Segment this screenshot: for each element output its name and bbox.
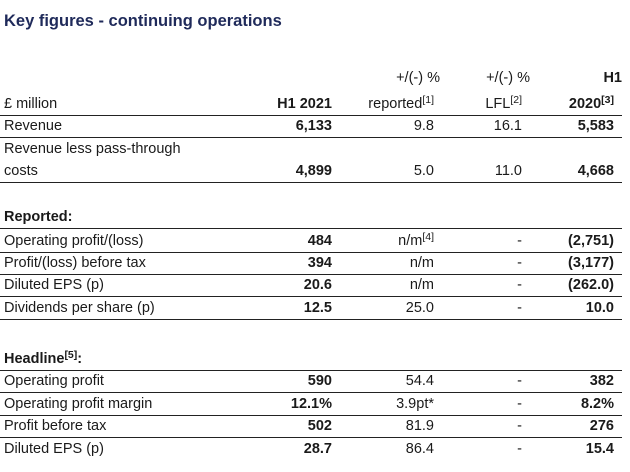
table-row: Revenue 6,133 9.8 16.1 5,583 [0, 116, 622, 138]
table-row: Operating profit margin 12.1% 3.9pt* - 8… [0, 393, 622, 416]
value-lfl: 11.0 [494, 163, 522, 179]
section-label: Headline[5]: [4, 349, 83, 367]
value-h1-2021: 6,133 [295, 118, 332, 134]
value-h1-2020: (3,177) [568, 255, 614, 271]
header-col3-top: +/(-) % [486, 70, 530, 86]
header-col3: LFL[2] [485, 94, 522, 112]
row-label: Diluted EPS (p) [4, 441, 104, 457]
table-row: Diluted EPS (p) 20.6 n/m - (262.0) [0, 275, 622, 297]
value-reported: 54.4 [405, 373, 434, 389]
value-h1-2021: 12.1% [290, 396, 332, 412]
row-label: Profit before tax [4, 418, 107, 434]
value-h1-2021: 394 [307, 255, 332, 271]
row-label: Dividends per share (p) [4, 300, 155, 316]
value-lfl: - [517, 300, 522, 316]
table-row: Profit before tax 502 81.9 - 276 [0, 416, 622, 438]
header-col2-top: +/(-) % [396, 70, 440, 86]
header-col1: H1 2021 [277, 96, 332, 112]
row-label: Operating profit [4, 373, 104, 389]
value-h1-2021: 28.7 [303, 441, 332, 457]
row-label: Operating profit margin [4, 396, 153, 412]
section-heading-headline: Headline[5]: [0, 345, 622, 371]
value-lfl: - [517, 255, 522, 271]
value-reported: 81.9 [405, 418, 434, 434]
value-reported: 25.0 [405, 300, 434, 316]
value-h1-2021: 502 [307, 418, 332, 434]
header-label: £ million [4, 96, 58, 112]
value-reported: n/m [409, 255, 434, 271]
table-row: Revenue less pass-through costs 4,899 5.… [0, 138, 622, 183]
value-h1-2020: 8.2% [580, 396, 614, 412]
table-row: Profit/(loss) before tax 394 n/m - (3,17… [0, 253, 622, 275]
value-lfl: - [517, 441, 522, 457]
value-h1-2020: 10.0 [585, 300, 614, 316]
value-lfl: - [517, 418, 522, 434]
header-col4-top: H1 [603, 70, 622, 86]
value-h1-2021: 12.5 [303, 300, 332, 316]
value-lfl: - [517, 373, 522, 389]
value-h1-2021: 4,899 [295, 163, 332, 179]
value-h1-2021: 484 [307, 233, 332, 249]
row-label: Revenue [4, 118, 63, 134]
row-label: Operating profit/(loss) [4, 233, 144, 249]
value-h1-2021: 590 [307, 373, 332, 389]
value-h1-2020: 5,583 [577, 118, 614, 134]
value-reported: 86.4 [405, 441, 434, 457]
header-col2: reported[1] [368, 94, 434, 112]
row-label: Diluted EPS (p) [4, 277, 104, 293]
value-lfl: 16.1 [493, 118, 522, 134]
value-h1-2020: 382 [589, 373, 614, 389]
section-label: Reported: [4, 209, 73, 225]
row-label-line2: costs [4, 163, 38, 179]
value-lfl: - [517, 233, 522, 249]
value-h1-2020: 15.4 [585, 441, 614, 457]
row-label: Profit/(loss) before tax [4, 255, 146, 271]
value-lfl: - [517, 277, 522, 293]
value-h1-2020: (262.0) [568, 277, 614, 293]
value-h1-2020: (2,751) [568, 233, 614, 249]
value-reported: n/m [409, 277, 434, 293]
value-h1-2020: 276 [589, 418, 614, 434]
value-reported: 5.0 [413, 163, 434, 179]
section-heading-reported: Reported: [0, 206, 622, 229]
value-lfl: - [517, 396, 522, 412]
table-row: Operating profit 590 54.4 - 382 [0, 371, 622, 393]
table-row: Diluted EPS (p) 28.7 86.4 - 15.4 [0, 438, 622, 460]
table-header-row: £ million H1 2021 reported[1] LFL[2] 202… [0, 93, 622, 116]
value-reported: 9.8 [413, 118, 434, 134]
value-h1-2020: 4,668 [577, 163, 614, 179]
value-reported: n/m[4] [398, 231, 434, 249]
table-row: Dividends per share (p) 12.5 25.0 - 10.0 [0, 297, 622, 320]
value-reported: 3.9pt* [396, 396, 434, 412]
value-h1-2021: 20.6 [303, 277, 332, 293]
table-row: Operating profit/(loss) 484 n/m[4] - (2,… [0, 229, 622, 253]
row-label-line1: Revenue less pass-through [4, 141, 181, 157]
page-title: Key figures - continuing operations [4, 12, 282, 30]
header-col4: 2020[3] [568, 94, 614, 112]
